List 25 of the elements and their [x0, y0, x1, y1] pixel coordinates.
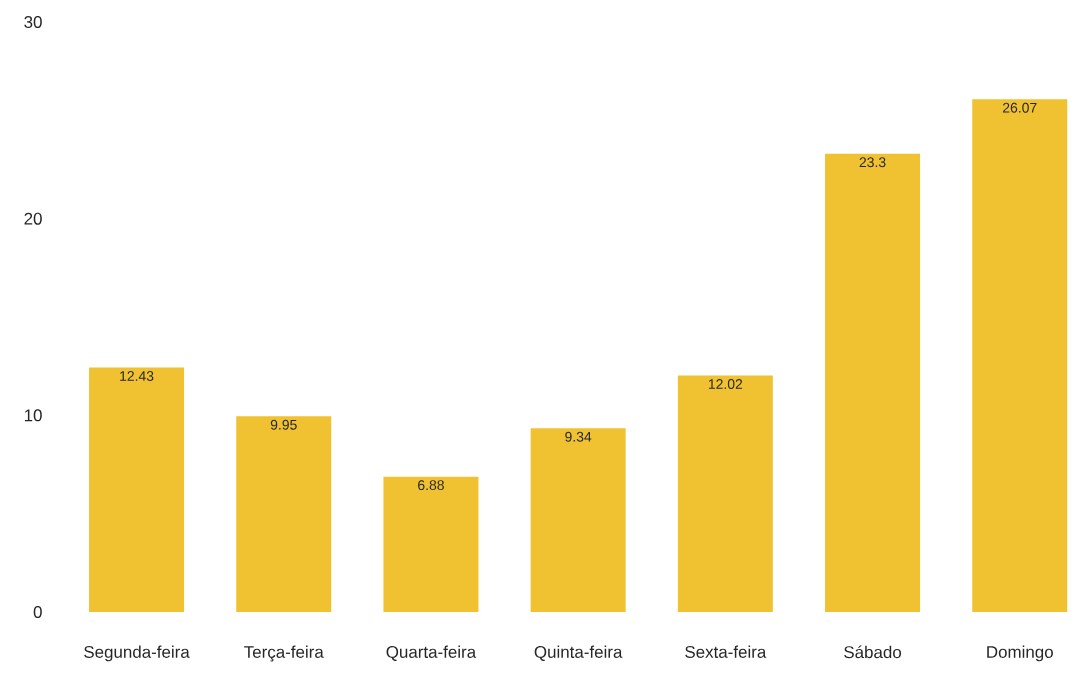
y-tick-label: 0 — [33, 606, 42, 618]
x-tick-label: Terça-feira — [244, 645, 324, 662]
x-tick-label: Sábado — [844, 645, 902, 659]
x-tick-label: Segunda-feira — [84, 645, 190, 662]
data-label: 12.02 — [708, 379, 743, 389]
data-label: 12.43 — [120, 371, 154, 381]
data-label: 26.07 — [1003, 102, 1037, 113]
x-tick-label: Quarta-feira — [386, 645, 477, 661]
x-tick-label: Domingo — [987, 645, 1053, 662]
bar — [530, 428, 626, 612]
y-tick-label: 30 — [24, 16, 42, 28]
bar — [89, 367, 185, 612]
x-tick-label: Quinta-feira — [534, 645, 623, 661]
data-label: 9.34 — [565, 431, 592, 442]
data-label: 9.95 — [270, 419, 297, 430]
bar — [677, 375, 773, 612]
bar — [236, 416, 332, 612]
x-tick-label: Sexta-feira — [685, 645, 767, 658]
bar — [825, 153, 921, 612]
y-tick-label: 20 — [24, 212, 42, 225]
data-label: 23.3 — [859, 157, 886, 168]
bar — [972, 99, 1068, 612]
data-label: 6.88 — [418, 480, 444, 491]
y-tick-label: 10 — [24, 409, 42, 422]
bar — [383, 476, 479, 612]
